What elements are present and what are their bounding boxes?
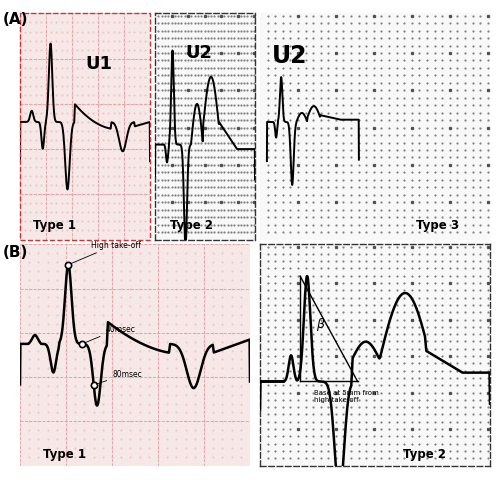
Text: Type 1: Type 1 — [43, 447, 86, 460]
Text: (B): (B) — [2, 245, 28, 260]
Text: β: β — [316, 317, 324, 330]
Text: Type 2: Type 2 — [170, 219, 213, 232]
Text: (A): (A) — [2, 12, 28, 27]
Text: 80msec: 80msec — [96, 370, 142, 384]
Text: Type 2: Type 2 — [402, 447, 446, 460]
Text: U2: U2 — [272, 44, 307, 68]
Text: U2: U2 — [185, 44, 212, 62]
Text: Base at 5mm from
high take-off: Base at 5mm from high take-off — [314, 390, 378, 403]
Text: 40msec: 40msec — [85, 324, 135, 343]
Text: U1: U1 — [85, 55, 112, 73]
Text: Type 1: Type 1 — [33, 219, 76, 232]
Text: High take-off: High take-off — [71, 240, 142, 264]
Text: Type 3: Type 3 — [416, 219, 460, 232]
